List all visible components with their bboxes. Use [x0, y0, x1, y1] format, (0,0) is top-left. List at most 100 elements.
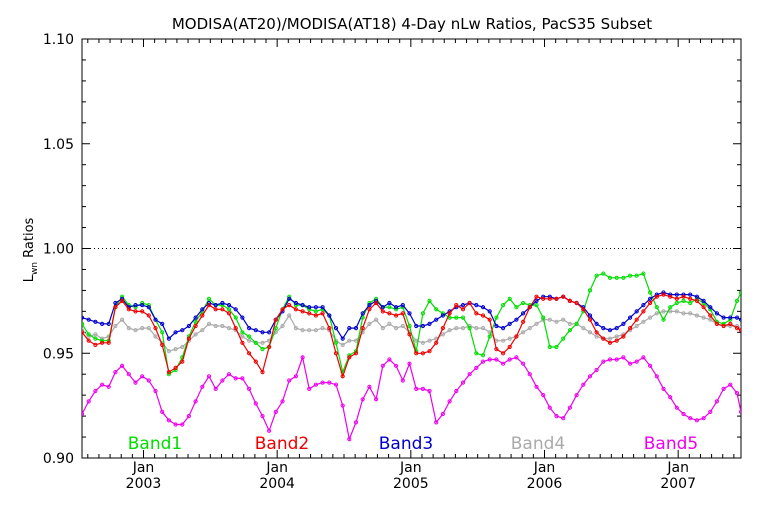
- data-point: [394, 326, 399, 331]
- data-point: [648, 300, 653, 306]
- data-point: [320, 326, 325, 331]
- data-point: [133, 303, 138, 308]
- data-point: [648, 290, 653, 295]
- data-point: [226, 307, 232, 312]
- data-point: [507, 296, 512, 301]
- data-point: [360, 397, 365, 402]
- data-point: [193, 399, 198, 404]
- data-point: [240, 334, 245, 339]
- data-point: [541, 315, 546, 320]
- data-point: [146, 326, 151, 331]
- data-point: [300, 309, 305, 314]
- data-point: [153, 326, 158, 331]
- data-point: [487, 334, 492, 339]
- data-point: [728, 315, 733, 320]
- data-point: [226, 311, 232, 316]
- data-point: [200, 313, 205, 318]
- data-point: [714, 311, 720, 316]
- data-point: [607, 328, 613, 333]
- data-point: [327, 313, 332, 318]
- data-point: [320, 311, 325, 316]
- data-point: [641, 303, 646, 308]
- data-point: [353, 420, 359, 425]
- data-point: [567, 328, 573, 333]
- data-point: [474, 311, 479, 316]
- data-point: [380, 363, 385, 368]
- data-point: [688, 416, 693, 421]
- data-point: [614, 275, 619, 280]
- data-point: [200, 307, 205, 312]
- data-point: [206, 374, 212, 379]
- data-point: [688, 296, 693, 301]
- data-point: [82, 330, 85, 335]
- data-point: [701, 315, 706, 320]
- data-point: [273, 317, 278, 322]
- data-point: [694, 418, 700, 423]
- data-point: [113, 323, 118, 329]
- data-point: [380, 326, 385, 331]
- data-point: [93, 319, 98, 324]
- data-point: [694, 294, 700, 299]
- data-point: [260, 414, 265, 419]
- data-point: [420, 340, 425, 345]
- data-point: [674, 309, 679, 314]
- data-point: [313, 313, 318, 318]
- data-point: [501, 338, 506, 343]
- data-point: [126, 326, 131, 331]
- data-point: [501, 326, 506, 331]
- data-point: [387, 321, 392, 326]
- data-point: [414, 351, 419, 356]
- data-point: [541, 296, 546, 301]
- data-point: [607, 340, 613, 345]
- chart-title: MODISA(AT20)/MODISA(AT18) 4-Day nLw Rati…: [172, 15, 652, 33]
- data-point: [728, 321, 733, 326]
- data-point: [614, 338, 619, 343]
- y-axis-label: Lwn Ratios: [22, 217, 40, 282]
- data-point: [654, 305, 659, 310]
- data-point: [146, 313, 151, 318]
- data-point: [100, 382, 105, 387]
- data-point: [374, 300, 379, 306]
- data-point: [106, 384, 111, 389]
- data-point: [447, 399, 452, 404]
- data-point: [420, 311, 425, 316]
- data-point: [480, 313, 486, 318]
- data-point: [581, 326, 586, 331]
- data-point: [721, 323, 726, 329]
- data-point: [501, 351, 506, 356]
- data-point: [267, 428, 272, 433]
- data-point: [587, 288, 593, 293]
- legend-entry-band5: Band5: [644, 434, 698, 454]
- data-point: [554, 344, 559, 350]
- data-point: [307, 386, 312, 391]
- data-point: [160, 321, 165, 326]
- data-point: [688, 311, 693, 316]
- x-tick-label-month: Jan: [265, 460, 288, 476]
- data-point: [82, 321, 85, 326]
- data-point: [193, 332, 198, 337]
- data-point: [681, 411, 686, 417]
- data-point: [581, 307, 586, 312]
- data-point: [233, 376, 238, 381]
- data-point: [574, 300, 579, 306]
- data-point: [113, 370, 118, 375]
- data-point: [601, 359, 606, 364]
- data-point: [738, 290, 741, 295]
- data-point: [601, 271, 606, 276]
- data-point: [340, 336, 345, 341]
- data-point: [547, 405, 552, 410]
- legend-entry-band3: Band3: [379, 434, 433, 454]
- data-point: [628, 326, 633, 331]
- data-point: [86, 332, 91, 337]
- data-point: [400, 303, 405, 308]
- data-point: [607, 357, 613, 362]
- data-point: [661, 386, 666, 391]
- data-point: [661, 292, 666, 297]
- data-point: [454, 315, 459, 320]
- data-point: [427, 349, 432, 354]
- data-point: [434, 420, 439, 425]
- data-point: [521, 319, 526, 324]
- data-point: [641, 319, 646, 324]
